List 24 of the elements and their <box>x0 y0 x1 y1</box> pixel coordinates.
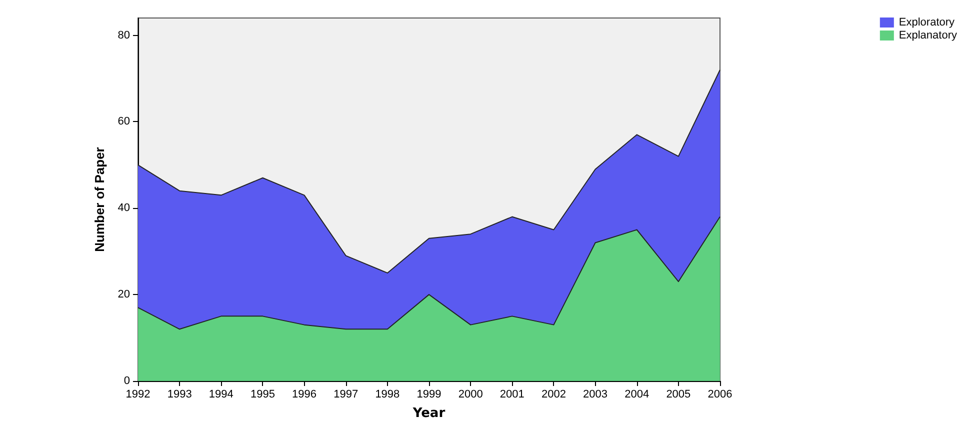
legend-label: Exploratory <box>898 16 956 28</box>
x-tick-label: 2006 <box>708 388 732 400</box>
x-tick-label: 2002 <box>541 388 566 400</box>
x-tick-label: 1998 <box>375 388 400 400</box>
x-tick-label: 2004 <box>624 388 650 400</box>
y-tick-label: 0 <box>124 375 130 387</box>
x-tick-label: 2005 <box>666 388 691 400</box>
x-tick-label: 2003 <box>583 388 608 400</box>
x-tick-label: 1999 <box>416 388 442 400</box>
x-tick-label: 1993 <box>167 388 192 400</box>
x-tick-label: 1996 <box>292 388 317 400</box>
x-tick-label: 1997 <box>334 388 358 400</box>
y-axis-title: Number of Paper <box>92 147 107 252</box>
x-tick-label: 1995 <box>250 388 275 400</box>
y-tick-label: 20 <box>118 288 130 301</box>
x-tick-label: 1994 <box>208 388 234 400</box>
x-axis-title: Year <box>412 406 446 421</box>
y-tick-label: 40 <box>118 202 130 214</box>
x-tick-label: 2000 <box>458 388 483 400</box>
y-tick-label: 80 <box>118 29 130 42</box>
legend-label: Explanatory <box>898 30 958 42</box>
x-tick-label: 2001 <box>500 388 524 400</box>
x-tick-label: 1992 <box>126 388 150 400</box>
y-tick-label: 60 <box>118 116 130 128</box>
